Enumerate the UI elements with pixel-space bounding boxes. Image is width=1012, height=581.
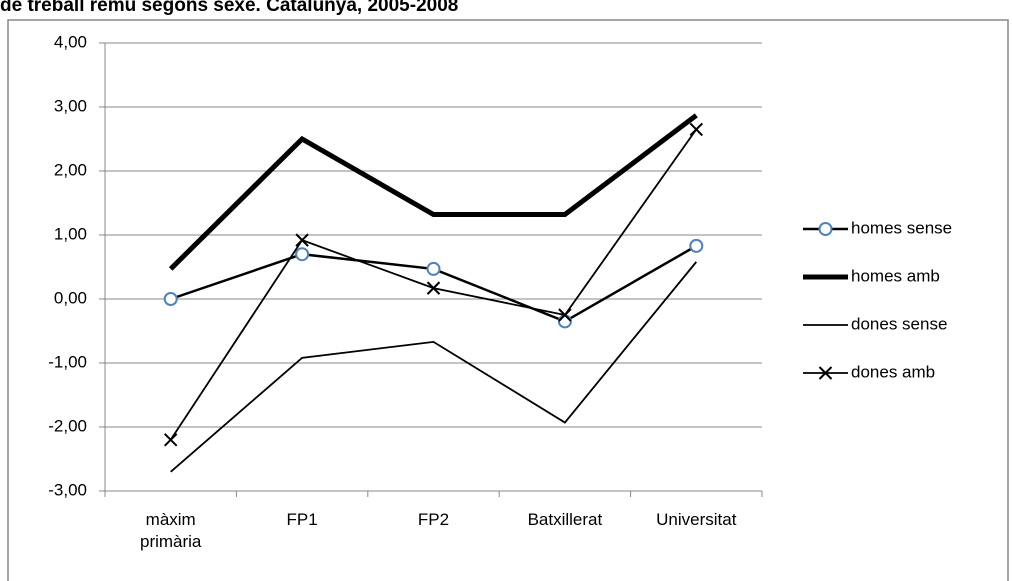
y-tick-label: 3,00	[54, 96, 87, 115]
legend-label: dones sense	[851, 314, 947, 333]
legend-label: homes sense	[851, 218, 952, 237]
chart-title: de treball remu segons sexe. Catalunya, …	[0, 0, 458, 16]
point	[557, 314, 572, 329]
point	[689, 122, 704, 137]
legend-label: dones amb	[851, 362, 935, 381]
chart-frame	[7, 19, 1009, 581]
point	[689, 238, 704, 253]
y-tick-label: 2,00	[54, 160, 87, 179]
line	[170, 244, 697, 323]
point	[818, 222, 833, 236]
y-tick-label: 4,00	[54, 32, 87, 51]
line	[168, 113, 698, 271]
point	[295, 233, 309, 247]
y-tick-label: -1,00	[48, 352, 87, 371]
point	[426, 261, 441, 276]
point	[426, 281, 441, 295]
x-tick-label: FP1	[286, 510, 318, 529]
y-tick-label: -3,00	[48, 480, 87, 499]
y-tick-label: 0,00	[54, 288, 87, 307]
y-tick-label: -2,00	[48, 416, 87, 435]
line	[170, 261, 697, 473]
legend-label: homes amb	[851, 266, 940, 285]
x-tick-label: Batxillerat	[527, 510, 603, 529]
point	[163, 292, 178, 306]
point	[295, 247, 310, 262]
x-tick-label: Universitat	[656, 510, 737, 529]
point	[163, 433, 178, 447]
y-tick-label: 1,00	[54, 224, 87, 243]
x-tick-label: màxim primària	[139, 510, 202, 551]
x-tick-label: FP2	[417, 510, 450, 529]
point	[558, 308, 572, 322]
point	[818, 366, 833, 380]
